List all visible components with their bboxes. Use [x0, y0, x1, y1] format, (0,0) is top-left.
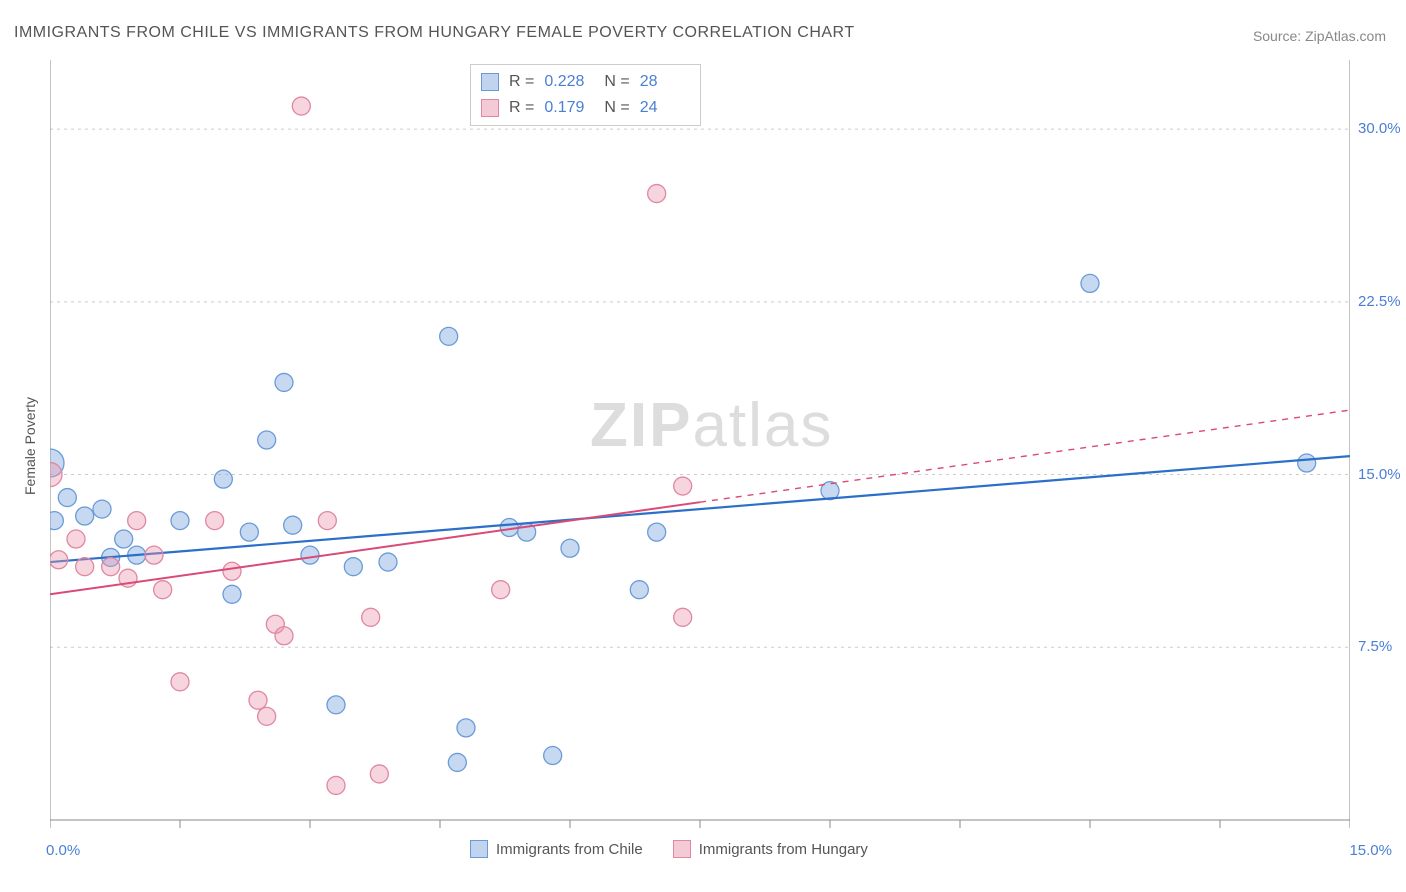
legend-label-chile: Immigrants from Chile: [496, 841, 643, 858]
stat-swatch-chile: [481, 73, 499, 91]
stat-r-hungary: 0.179: [544, 99, 594, 117]
legend-item-hungary: Immigrants from Hungary: [673, 840, 868, 858]
legend-swatch-hungary: [673, 840, 691, 858]
chart-title: IMMIGRANTS FROM CHILE VS IMMIGRANTS FROM…: [14, 24, 855, 42]
stat-n-hungary: 24: [640, 99, 690, 117]
x-axis-max-label: 15.0%: [1349, 842, 1392, 859]
stat-row-hungary: R = 0.179 N = 24: [481, 95, 690, 121]
stat-n-chile: 28: [640, 73, 690, 91]
stat-r-key: R =: [509, 73, 534, 91]
y-axis-label: Female Poverty: [22, 397, 38, 495]
legend-bottom: Immigrants from Chile Immigrants from Hu…: [470, 840, 868, 858]
stat-r-key-2: R =: [509, 99, 534, 117]
stat-legend: R = 0.228 N = 28 R = 0.179 N = 24: [470, 64, 701, 126]
legend-label-hungary: Immigrants from Hungary: [699, 841, 868, 858]
stat-swatch-hungary: [481, 99, 499, 117]
ytick-label: 15.0%: [1358, 466, 1401, 483]
ytick-label: 7.5%: [1358, 638, 1392, 655]
source-link[interactable]: Source: ZipAtlas.com: [1253, 28, 1386, 44]
stat-row-chile: R = 0.228 N = 28: [481, 69, 690, 95]
ytick-label: 22.5%: [1358, 293, 1401, 310]
x-axis-min-label: 0.0%: [46, 842, 80, 859]
scatter-chart: [50, 60, 1350, 840]
stat-r-chile: 0.228: [544, 73, 594, 91]
stat-n-key-2: N =: [604, 99, 629, 117]
legend-item-chile: Immigrants from Chile: [470, 840, 643, 858]
ytick-label: 30.0%: [1358, 120, 1401, 137]
stat-n-key: N =: [604, 73, 629, 91]
legend-swatch-chile: [470, 840, 488, 858]
